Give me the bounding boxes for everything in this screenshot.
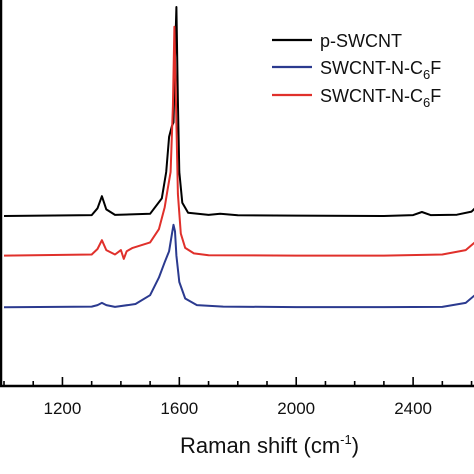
legend: p-SWCNT SWCNT-N-C6F SWCNT-N-C6F — [272, 31, 441, 110]
plot-area: 1200 1600 2000 2400 — [0, 0, 474, 418]
series-line-1 — [3, 223, 474, 309]
x-tick-label: 2000 — [277, 399, 315, 418]
series-line-2 — [3, 25, 474, 260]
legend-label-swcnt-red: SWCNT-N-C6F — [320, 86, 441, 110]
legend-label-swcnt-blue: SWCNT-N-C6F — [320, 58, 441, 82]
legend-entry-p-swcnt: p-SWCNT — [272, 31, 402, 51]
legend-label-p-swcnt: p-SWCNT — [320, 31, 402, 51]
x-axis-ticks: 1200 1600 2000 2400 — [3, 377, 473, 418]
x-axis-title: Raman shift (cm-1) — [180, 432, 359, 458]
x-tick-label: 1200 — [44, 399, 82, 418]
series-layer — [3, 6, 474, 309]
legend-entry-swcnt-red: SWCNT-N-C6F — [272, 86, 441, 110]
legend-entry-swcnt-blue: SWCNT-N-C6F — [272, 58, 441, 82]
x-axis-title-text: Raman shift (cm-1) — [180, 432, 359, 458]
x-tick-label: 2400 — [394, 399, 432, 418]
series-line-0 — [3, 6, 474, 217]
x-tick-label: 1600 — [160, 399, 198, 418]
